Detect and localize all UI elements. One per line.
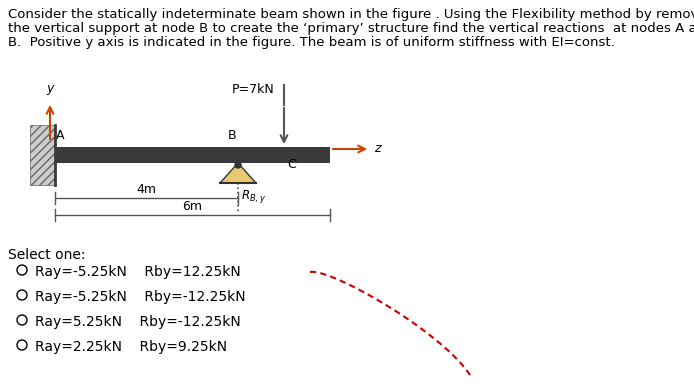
Text: 6m: 6m: [183, 200, 203, 213]
Text: y: y: [46, 82, 53, 95]
Text: B: B: [228, 129, 236, 142]
Text: B.  Positive y axis is indicated in the figure. The beam is of uniform stiffness: B. Positive y axis is indicated in the f…: [8, 36, 615, 49]
Bar: [55, 147, 330, 163]
Text: $R_{B,y}$: $R_{B,y}$: [241, 188, 266, 205]
Circle shape: [235, 162, 241, 168]
Text: Ray=-5.25kN    Rby=12.25kN: Ray=-5.25kN Rby=12.25kN: [35, 265, 241, 279]
Text: z: z: [374, 142, 380, 156]
Polygon shape: [220, 163, 256, 183]
Text: C: C: [287, 158, 296, 171]
Text: 4m: 4m: [137, 183, 157, 196]
Text: Select one:: Select one:: [8, 248, 85, 262]
Text: Ray=5.25kN    Rby=-12.25kN: Ray=5.25kN Rby=-12.25kN: [35, 315, 241, 329]
Text: the vertical support at node B to create the ‘primary’ structure find the vertic: the vertical support at node B to create…: [8, 22, 694, 35]
Text: Consider the statically indeterminate beam shown in the figure . Using the Flexi: Consider the statically indeterminate be…: [8, 8, 694, 21]
Bar: [30, 125, 55, 185]
Text: A: A: [56, 129, 65, 142]
Text: Ray=-5.25kN    Rby=-12.25kN: Ray=-5.25kN Rby=-12.25kN: [35, 290, 246, 304]
Text: P=7kN: P=7kN: [232, 83, 275, 96]
Text: Ray=2.25kN    Rby=9.25kN: Ray=2.25kN Rby=9.25kN: [35, 340, 227, 354]
